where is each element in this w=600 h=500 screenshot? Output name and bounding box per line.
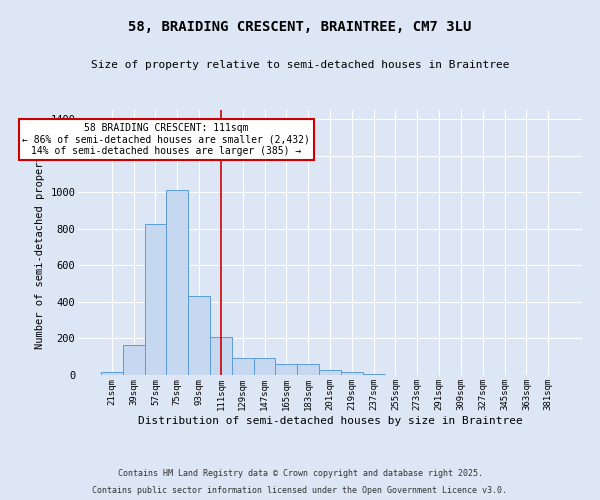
Text: Contains HM Land Registry data © Crown copyright and database right 2025.: Contains HM Land Registry data © Crown c… [118, 468, 482, 477]
Text: 58 BRAIDING CRESCENT: 111sqm
← 86% of semi-detached houses are smaller (2,432)
1: 58 BRAIDING CRESCENT: 111sqm ← 86% of se… [22, 123, 310, 156]
Bar [210, 336, 232, 375]
Bar [275, 364, 297, 375]
Bar [363, 374, 385, 375]
Bar [101, 372, 123, 375]
Bar [166, 190, 188, 375]
X-axis label: Distribution of semi-detached houses by size in Braintree: Distribution of semi-detached houses by … [137, 416, 523, 426]
Bar [188, 296, 210, 375]
Bar [297, 364, 319, 375]
Bar [145, 224, 166, 375]
Bar [254, 358, 275, 375]
Bar [123, 346, 145, 375]
Text: Size of property relative to semi-detached houses in Braintree: Size of property relative to semi-detach… [91, 60, 509, 70]
Bar [232, 358, 254, 375]
Bar [341, 372, 363, 375]
Y-axis label: Number of semi-detached properties: Number of semi-detached properties [35, 136, 44, 349]
Text: Contains public sector information licensed under the Open Government Licence v3: Contains public sector information licen… [92, 486, 508, 495]
Text: 58, BRAIDING CRESCENT, BRAINTREE, CM7 3LU: 58, BRAIDING CRESCENT, BRAINTREE, CM7 3L… [128, 20, 472, 34]
Bar [319, 370, 341, 375]
